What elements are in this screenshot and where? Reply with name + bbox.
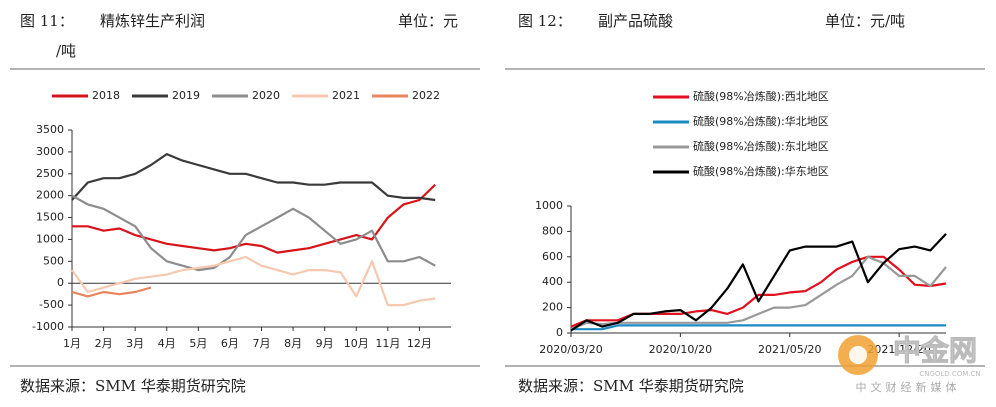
y-tick-label: 3000: [36, 145, 64, 158]
watermark-name: 中金网: [893, 334, 977, 367]
legend-label: 2022: [412, 89, 440, 102]
legend-label: 2018: [92, 89, 120, 102]
unit: /吨: [56, 42, 76, 60]
figure-label: 图 12：: [518, 12, 572, 30]
legend-label: 2020: [252, 89, 280, 102]
x-tick-label: 2月: [95, 337, 113, 350]
y-tick-label: 600: [542, 250, 563, 263]
unit: 单位：元/吨: [825, 12, 905, 30]
x-tick-label: 2020/03/20: [539, 343, 602, 356]
x-tick-label: 3月: [126, 337, 144, 350]
y-tick-label: 2000: [36, 189, 64, 202]
y-tick-label: 3500: [36, 123, 64, 136]
legend-label: 2021: [332, 89, 360, 102]
logo: [849, 346, 867, 364]
chart-title: 精炼锌生产利润: [100, 12, 205, 30]
source: 数据来源：SMM 华泰期货研究院: [20, 377, 246, 395]
legend-label: 硫酸(98%冶炼酸):华东地区: [693, 164, 829, 178]
x-tick-label: 12月: [407, 337, 432, 350]
x-tick-label: 10月: [344, 337, 369, 350]
y-tick-label: 500: [43, 254, 64, 267]
series-line: [570, 233, 947, 332]
y-tick-label: 0: [57, 276, 64, 289]
watermark: 中金网 CNGOLD.COM.CN 中文财经新媒体: [838, 334, 981, 394]
y-tick-label: 0: [556, 326, 563, 339]
x-tick-label: 2021/12/20: [867, 343, 930, 356]
legend-label: 2019: [172, 89, 200, 102]
series-line: [71, 153, 436, 202]
legend-label: 硫酸(98%冶炼酸):华北地区: [693, 114, 829, 128]
source: 数据来源：SMM 华泰期货研究院: [518, 377, 744, 395]
series-line: [71, 255, 436, 307]
y-tick-label: -1000: [32, 320, 64, 333]
y-tick-label: -500: [39, 298, 64, 311]
unit: 单位：元: [398, 12, 458, 30]
chart-title: 副产品硫酸: [598, 12, 673, 30]
x-tick-label: 8月: [284, 337, 302, 350]
figure-label: 图 11：: [20, 12, 74, 30]
y-tick-label: 1000: [535, 199, 563, 212]
series-line: [71, 286, 152, 298]
watermark-tagline: 中文财经新媒体: [856, 380, 961, 394]
x-tick-label: 5月: [189, 337, 207, 350]
series-line: [571, 324, 946, 331]
x-tick-label: 1月: [63, 337, 81, 350]
y-tick-label: 800: [542, 224, 563, 237]
legend-label: 硫酸(98%冶炼酸):东北地区: [693, 139, 829, 153]
y-tick-label: 200: [542, 301, 563, 314]
legend-label: 硫酸(98%冶炼酸):西北地区: [693, 89, 829, 103]
series-line: [72, 183, 436, 254]
x-tick-label: 6月: [221, 337, 239, 350]
x-tick-label: 11月: [375, 337, 400, 350]
x-tick-label: 7月: [253, 337, 271, 350]
y-tick-label: 1000: [36, 232, 64, 245]
x-tick-label: 4月: [158, 337, 176, 350]
watermark-domain: CNGOLD.COM.CN: [919, 370, 980, 378]
x-tick-label: 9月: [316, 337, 334, 350]
x-tick-label: 2020/10/20: [649, 343, 712, 356]
y-tick-label: 2500: [36, 167, 64, 180]
series-line: [71, 194, 436, 272]
y-tick-label: 400: [542, 275, 563, 288]
x-tick-label: 2021/05/20: [758, 343, 821, 356]
y-tick-label: 1500: [36, 211, 64, 224]
